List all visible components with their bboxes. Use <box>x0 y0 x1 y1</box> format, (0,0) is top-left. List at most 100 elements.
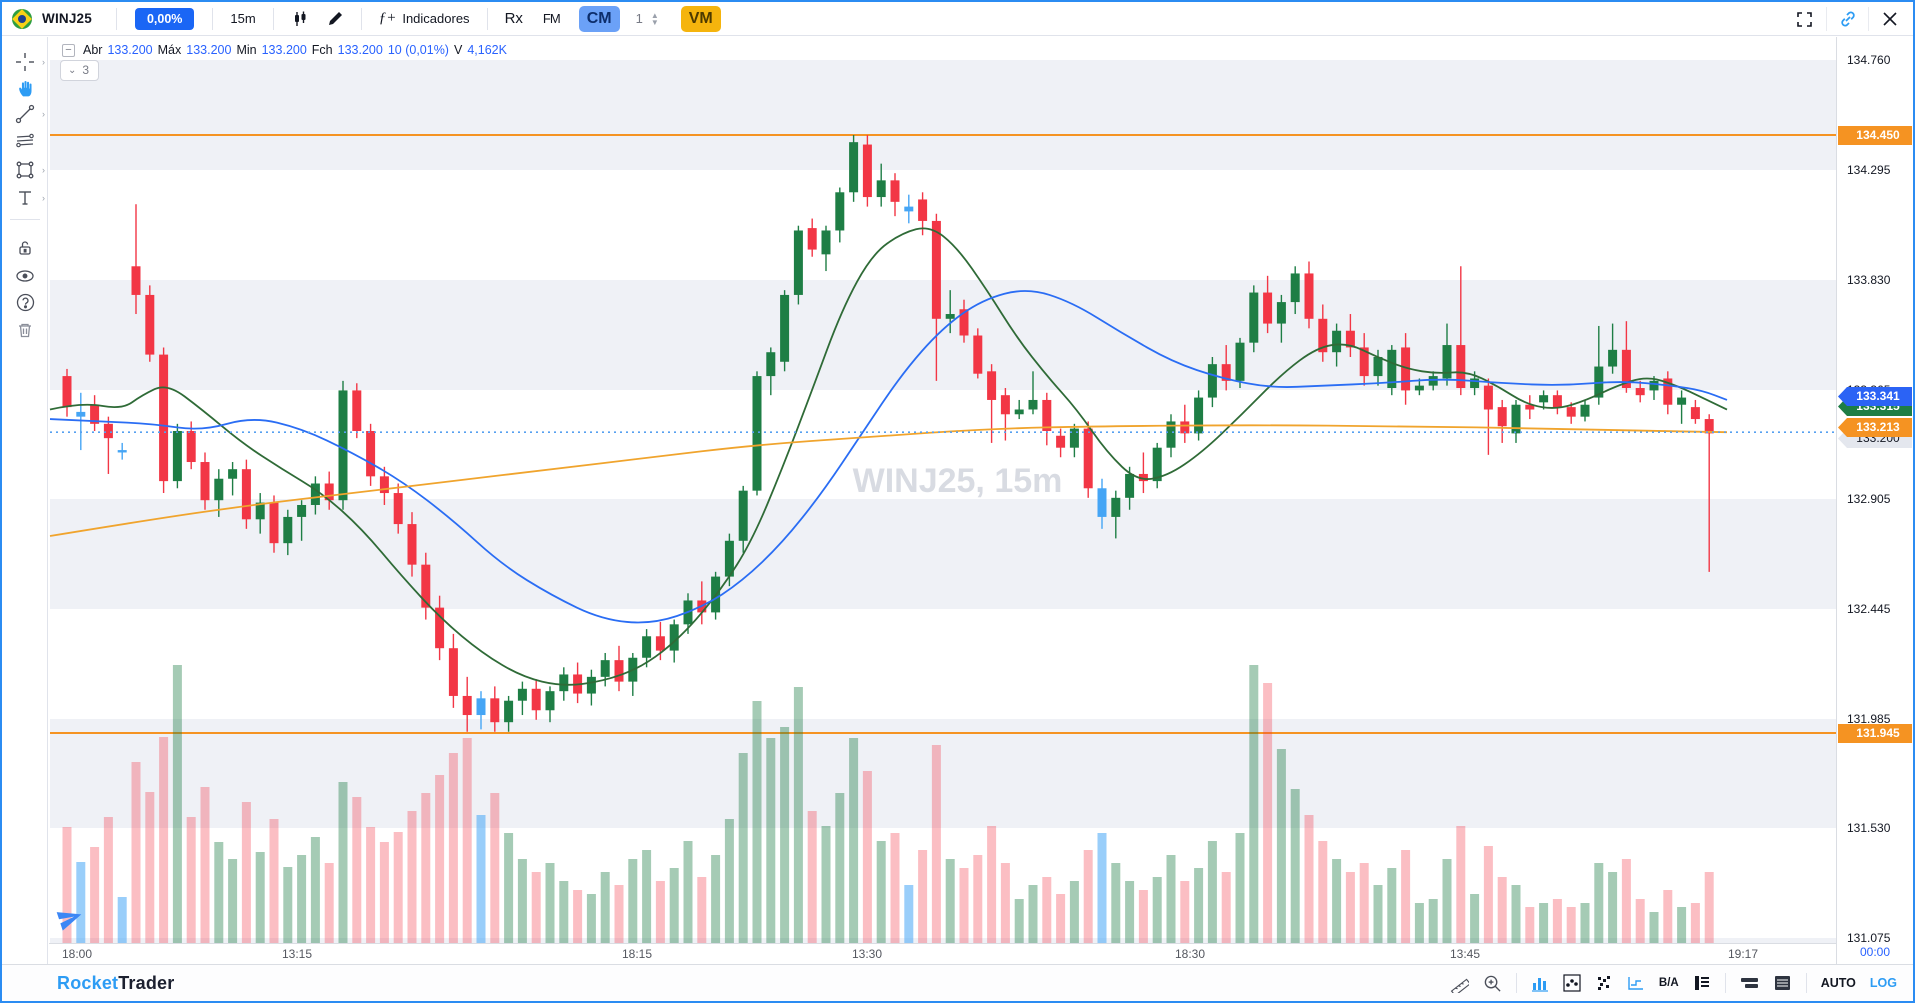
time-axis[interactable]: 18:00 13:15 18:15 13:30 18:30 13:45 19:17 <box>49 943 1836 964</box>
volume-bar <box>1442 859 1452 947</box>
visibility-tool[interactable] <box>2 263 48 289</box>
volume-bar <box>200 787 210 947</box>
volume-bar <box>1428 899 1438 947</box>
fm-button[interactable]: FM <box>542 11 561 26</box>
price-tick: 131.985 <box>1847 712 1891 726</box>
volume-bar <box>1414 903 1424 947</box>
volume-bar <box>1097 833 1107 947</box>
chart-type-button[interactable] <box>284 6 316 32</box>
go-to-realtime-button[interactable] <box>56 905 83 936</box>
cm-button[interactable]: CM <box>578 5 620 32</box>
ruler-icon[interactable] <box>1450 974 1469 993</box>
volume-bar <box>1000 863 1010 947</box>
quantity-stepper[interactable]: ▲ ▼ <box>650 10 659 27</box>
order-book-icon[interactable] <box>1693 974 1711 992</box>
dots-grid-icon[interactable] <box>1595 974 1613 992</box>
indicators-count-chip[interactable]: ⌄ 3 <box>60 60 100 81</box>
price-badge-133.341: 133.341 <box>1838 387 1912 406</box>
candle-body <box>1401 347 1411 391</box>
rx-button[interactable]: Rx <box>504 10 523 27</box>
help-tool[interactable] <box>2 289 48 315</box>
draw-button[interactable] <box>320 6 351 31</box>
candle-body <box>214 478 224 501</box>
price-tick: 131.530 <box>1847 821 1891 835</box>
price-axis[interactable]: 134.760134.295133.830133.365132.905132.4… <box>1836 37 1913 964</box>
volume-bar <box>780 727 790 947</box>
candle-body <box>821 230 831 255</box>
volume-bar <box>338 782 348 947</box>
top-toolbar: WINJ25 0,00% 15m ƒ+ Indicadores Rx FM CM… <box>2 2 1913 36</box>
lock-tool[interactable] <box>2 235 48 261</box>
volume-bar <box>697 877 707 947</box>
candle-body <box>862 144 872 198</box>
chevron-right-icon[interactable]: › <box>42 193 45 203</box>
bid-ask-toggle[interactable]: B/A <box>1658 977 1679 989</box>
fullscreen-icon <box>1796 11 1812 27</box>
fullscreen-button[interactable] <box>1783 2 1825 36</box>
collapse-icon[interactable]: − <box>62 43 75 57</box>
price-tick: 132.905 <box>1847 492 1891 506</box>
volume-bar <box>393 832 403 947</box>
ma-mid-blue <box>49 290 1728 624</box>
scatter-chart-icon[interactable] <box>1563 974 1581 992</box>
text-tool[interactable]: › <box>2 185 48 211</box>
volume-bar <box>1014 899 1024 947</box>
timeframe-button[interactable]: 15m <box>230 11 256 26</box>
pan-tool[interactable] <box>2 75 48 101</box>
volume-bar <box>959 868 969 947</box>
symbol-label[interactable]: WINJ25 <box>42 11 92 26</box>
log-scale-toggle[interactable]: LOG <box>1869 976 1897 990</box>
candle-body <box>131 266 141 295</box>
candle-body <box>186 430 196 463</box>
close-button[interactable] <box>1869 2 1911 36</box>
trendline-tool[interactable]: › <box>2 101 48 127</box>
candle-body <box>890 180 900 202</box>
stepper-down-icon[interactable]: ▼ <box>650 17 659 27</box>
auto-scale-toggle[interactable]: AUTO <box>1820 976 1856 990</box>
candle-body <box>807 228 817 250</box>
shape-tool[interactable]: › <box>2 157 48 183</box>
volume-bar <box>793 687 803 947</box>
volume-bar <box>1525 907 1535 947</box>
stepper-up-icon[interactable]: ▲ <box>650 10 659 20</box>
candle-body <box>476 698 486 716</box>
volume-bar <box>1318 841 1328 947</box>
volume-bar <box>1042 877 1052 947</box>
volume-bar <box>1387 868 1397 947</box>
step-line-icon[interactable] <box>1627 974 1645 992</box>
volume-bar <box>586 894 596 947</box>
volume-bar <box>255 852 265 947</box>
candle-body <box>945 314 955 319</box>
time-tick: 13:15 <box>281 947 313 961</box>
layout-panel-icon[interactable] <box>1773 974 1792 992</box>
volume-bar <box>517 859 527 947</box>
volume-bar <box>1566 907 1576 947</box>
price-tick: 132.445 <box>1847 602 1891 616</box>
candle-body <box>1207 364 1217 398</box>
chevron-right-icon[interactable]: › <box>42 109 45 119</box>
vm-button[interactable]: VM <box>680 5 721 32</box>
quantity-value[interactable]: 1 <box>635 11 643 26</box>
candle-body <box>1097 488 1107 517</box>
volume-bar <box>103 817 113 947</box>
chevron-right-icon[interactable]: › <box>42 57 45 67</box>
parallel-lines-icon <box>16 133 34 148</box>
time-tick: 18:00 <box>61 947 93 961</box>
volume-columns-icon[interactable] <box>1531 974 1549 992</box>
candle-body <box>987 371 997 400</box>
candle-body <box>1552 395 1562 408</box>
chevron-right-icon[interactable]: › <box>42 165 45 175</box>
fib-tool[interactable] <box>2 129 48 155</box>
volume-bar <box>1221 872 1231 947</box>
delete-tool[interactable] <box>2 317 48 343</box>
candle-body <box>1042 399 1052 431</box>
depth-panel-icon[interactable] <box>1740 974 1759 992</box>
zoom-in-icon[interactable] <box>1483 974 1502 993</box>
indicators-button[interactable]: ƒ+ Indicadores <box>378 10 470 26</box>
link-button[interactable] <box>1827 2 1869 36</box>
volume-bar <box>1194 868 1204 947</box>
crosshair-tool[interactable]: › <box>2 49 48 75</box>
eye-icon <box>16 270 34 282</box>
candle-body <box>1345 330 1355 348</box>
